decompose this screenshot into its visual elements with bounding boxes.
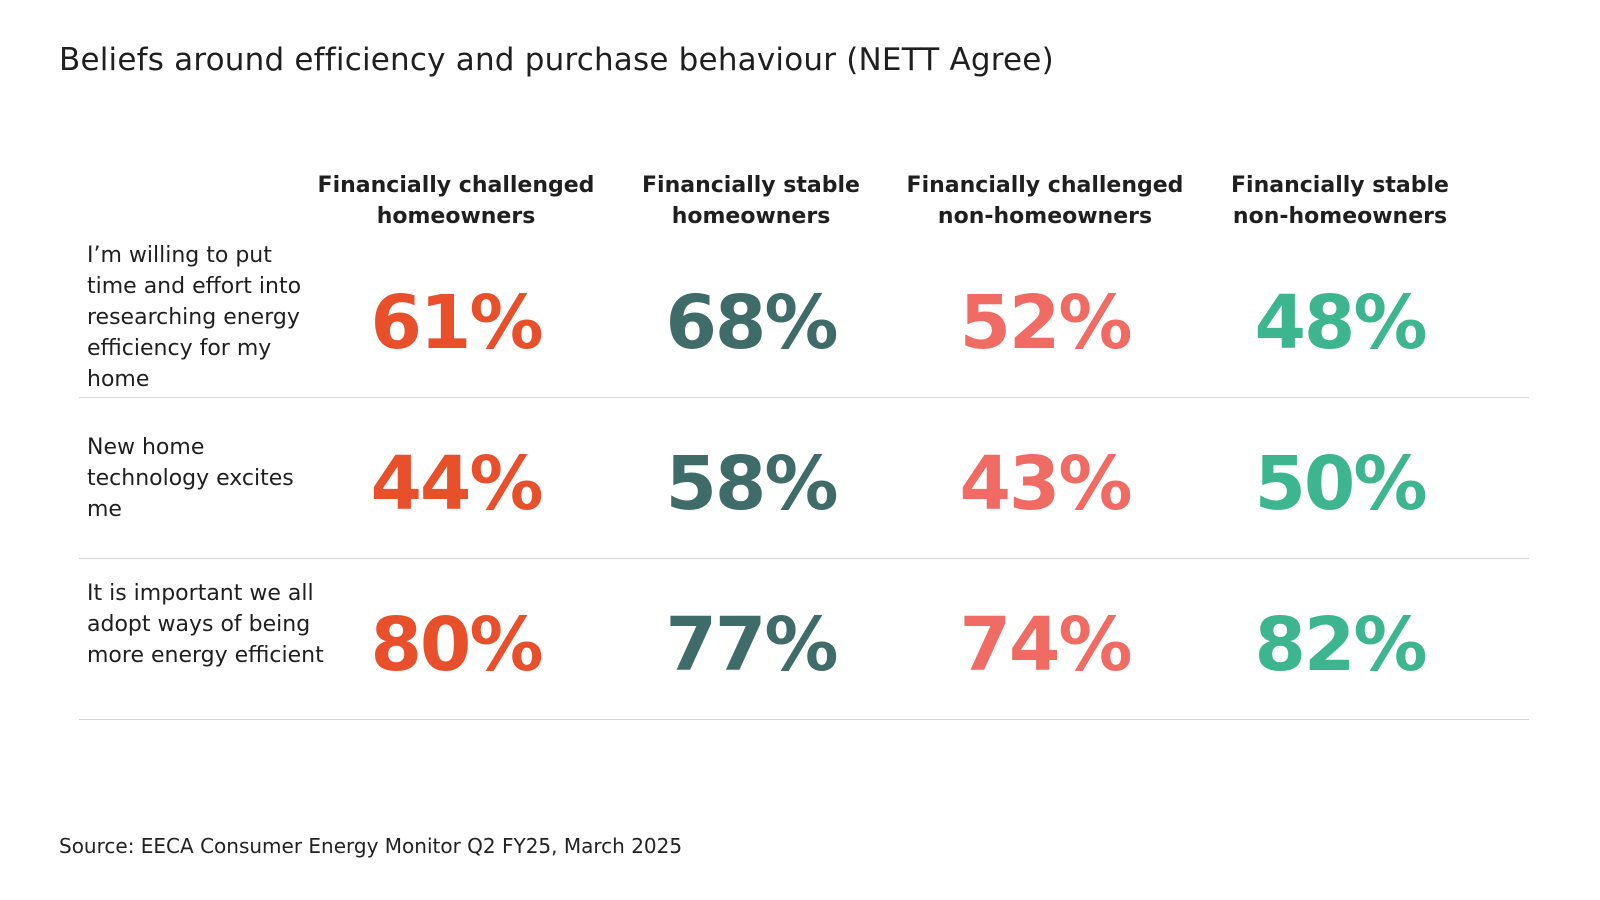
column-header-line: non-homeowners bbox=[1232, 204, 1448, 229]
column-header-line: Financially stable bbox=[1231, 173, 1449, 198]
value-cell: 61% bbox=[370, 280, 543, 366]
value-cell: 58% bbox=[665, 441, 838, 527]
column-header-fc-nonhomeowners: Financially challenged non-homeowners bbox=[900, 170, 1190, 232]
column-header-line: Financially challenged bbox=[317, 173, 595, 198]
value-cell: 82% bbox=[1254, 602, 1427, 688]
row-divider bbox=[79, 719, 1529, 720]
source-note: Source: EECA Consumer Energy Monitor Q2 … bbox=[59, 834, 683, 858]
column-header-fs-nonhomeowners: Financially stable non-homeowners bbox=[1195, 170, 1485, 232]
value-cell: 43% bbox=[959, 441, 1132, 527]
column-header-line: Financially stable bbox=[642, 173, 860, 198]
value-cell: 52% bbox=[959, 280, 1132, 366]
row-label-new-technology: New home technology excites me bbox=[87, 435, 294, 522]
value-cell: 44% bbox=[370, 441, 543, 527]
column-header-fc-homeowners: Financially challenged homeowners bbox=[311, 170, 601, 232]
chart-title: Beliefs around efficiency and purchase b… bbox=[59, 42, 1054, 78]
value-cell: 74% bbox=[959, 602, 1132, 688]
value-cell: 48% bbox=[1254, 280, 1427, 366]
column-header-line: homeowners bbox=[671, 204, 831, 229]
row-label-adopt-efficiency: It is important we all adopt ways of bei… bbox=[87, 581, 324, 668]
column-header-line: Financially challenged bbox=[906, 173, 1184, 198]
value-cell: 80% bbox=[370, 602, 543, 688]
row-divider bbox=[79, 558, 1529, 559]
value-cell: 50% bbox=[1254, 441, 1427, 527]
value-cell: 77% bbox=[665, 602, 838, 688]
row-label-research-effort: I’m willing to put time and effort into … bbox=[87, 243, 302, 392]
value-cell: 68% bbox=[665, 280, 838, 366]
column-header-line: homeowners bbox=[376, 204, 536, 229]
row-divider bbox=[79, 397, 1529, 398]
column-header-line: non-homeowners bbox=[937, 204, 1153, 229]
column-header-fs-homeowners: Financially stable homeowners bbox=[606, 170, 896, 232]
